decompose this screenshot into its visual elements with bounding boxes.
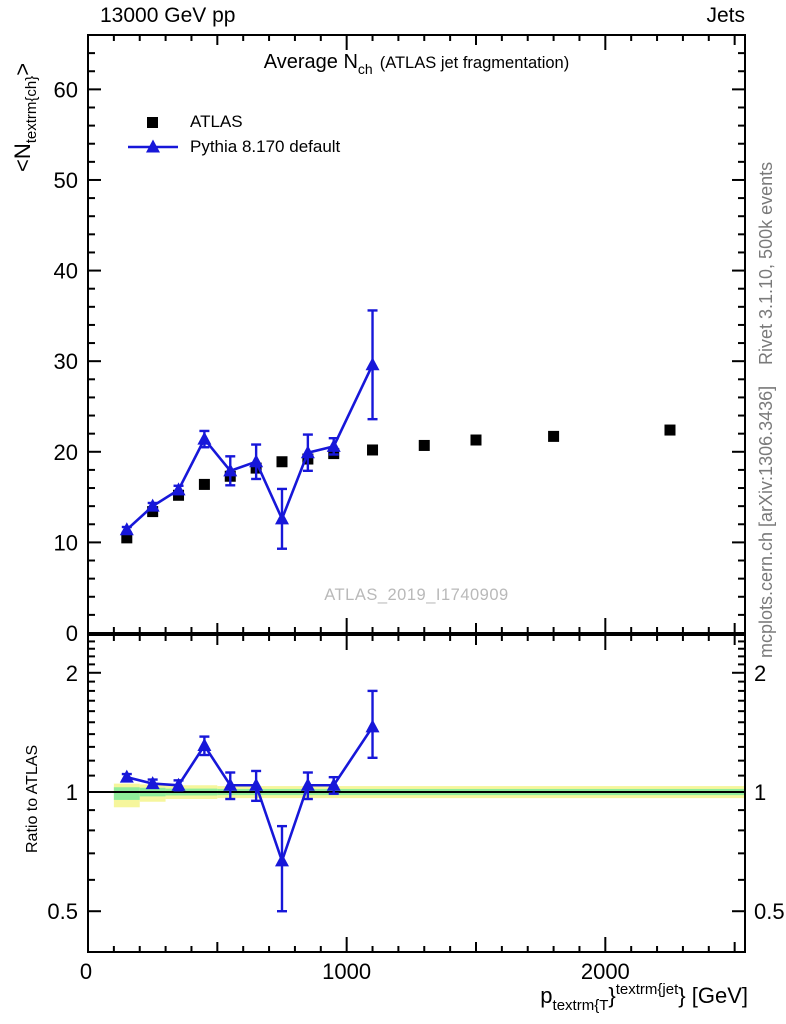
pythia-data-point	[223, 463, 238, 477]
beam-info: 13000 GeV pp	[100, 4, 236, 27]
pythia-data-point	[145, 498, 160, 512]
main-y-tick-label: 60	[54, 77, 78, 102]
pythia-data-point	[249, 454, 264, 468]
legend-label-atlas: ATLAS	[190, 112, 243, 131]
atlas-data-point	[367, 444, 379, 456]
pythia-data-point	[274, 511, 289, 525]
atlas-data-point	[548, 430, 560, 442]
atlas-data-point	[276, 456, 288, 468]
x-tick-label: 2000	[581, 959, 630, 984]
pythia-data-point	[365, 357, 380, 371]
pythia-data-point	[171, 482, 186, 496]
pythia-data-point	[326, 777, 341, 791]
pythia-data-point	[171, 777, 186, 791]
pythia-data-point	[300, 777, 315, 791]
main-y-tick-label: 20	[54, 440, 78, 465]
legend-marker-atlas-square	[147, 117, 158, 128]
main-y-tick-label: 10	[54, 530, 78, 555]
atlas-data-point	[418, 439, 430, 451]
rivet-version-note: Rivet 3.1.10, 500k events	[756, 161, 776, 365]
legend-label-pythia: Pythia 8.170 default	[190, 137, 341, 156]
pythia-data-point	[145, 776, 160, 790]
atlas-data-point	[121, 532, 133, 544]
pythia-data-point	[197, 738, 212, 752]
main-y-tick-label: 30	[54, 349, 78, 374]
pythia-data-point	[300, 445, 315, 459]
ratio-y-tick-label-right: 2	[754, 661, 766, 686]
analysis-group: Jets	[706, 4, 745, 27]
atlas-data-point	[198, 478, 210, 490]
plot-title: Average Nch (ATLAS jet fragmentation)	[88, 51, 745, 77]
uncertainty-band	[88, 783, 746, 808]
pythia-line	[125, 364, 374, 531]
pythia-data-point	[197, 431, 212, 445]
pythia-data-point	[326, 438, 341, 452]
plot-title-paren: (ATLAS jet fragmentation)	[379, 54, 570, 72]
main-y-tick-label: 40	[54, 259, 78, 284]
atlas-data-point	[470, 434, 482, 446]
ratio-y-tick-label: 2	[66, 661, 78, 686]
legend-marker-pythia-triangle	[146, 139, 160, 153]
atlas-data-point	[664, 424, 676, 436]
x-axis-title: ptextrm{T}textrm{jet} [GeV]	[540, 981, 748, 1014]
pythia-data-point	[249, 777, 264, 791]
main-y-axis-title: <Ntextrm{ch}>	[10, 62, 40, 172]
pythia-data-point	[119, 769, 134, 783]
pythia-data-point	[119, 522, 134, 536]
mcplots-reference-note: mcplots.cern.ch [arXiv:1306.3436]	[756, 385, 776, 658]
ratio-y-tick-label-right: 1	[754, 780, 766, 805]
legend-markers	[128, 117, 178, 153]
plot-title-main: Average N	[263, 51, 358, 73]
ratio-line	[126, 726, 374, 865]
ratio-y-tick-label: 1	[66, 780, 78, 805]
band-green	[113, 787, 140, 800]
axis-ticks: 0 10 20 30 40 50 60 0 1000 2000 0.5 0.5 1 1 2 2	[47, 35, 785, 984]
pythia-data-point	[365, 719, 380, 733]
main-y-tick-label: 0	[66, 621, 78, 646]
ratio-y-tick-label: 0.5	[47, 899, 78, 924]
analysis-id-watermark: ATLAS_2019_I1740909	[324, 586, 509, 604]
plot-title-subscript: ch	[357, 61, 373, 77]
ratio-series	[119, 689, 380, 913]
pythia-series	[119, 309, 380, 550]
main-y-tick-label: 50	[54, 168, 78, 193]
pythia-data-point	[223, 777, 238, 791]
ratio-panel-border	[87, 634, 746, 953]
x-tick-label: 0	[80, 959, 92, 984]
ratio-y-tick-label-right: 0.5	[754, 899, 785, 924]
pythia-data-point	[274, 853, 289, 867]
ratio-y-axis-title: Ratio to ATLAS	[24, 744, 41, 853]
main-panel-border	[87, 34, 746, 634]
x-tick-label: 1000	[322, 959, 371, 984]
